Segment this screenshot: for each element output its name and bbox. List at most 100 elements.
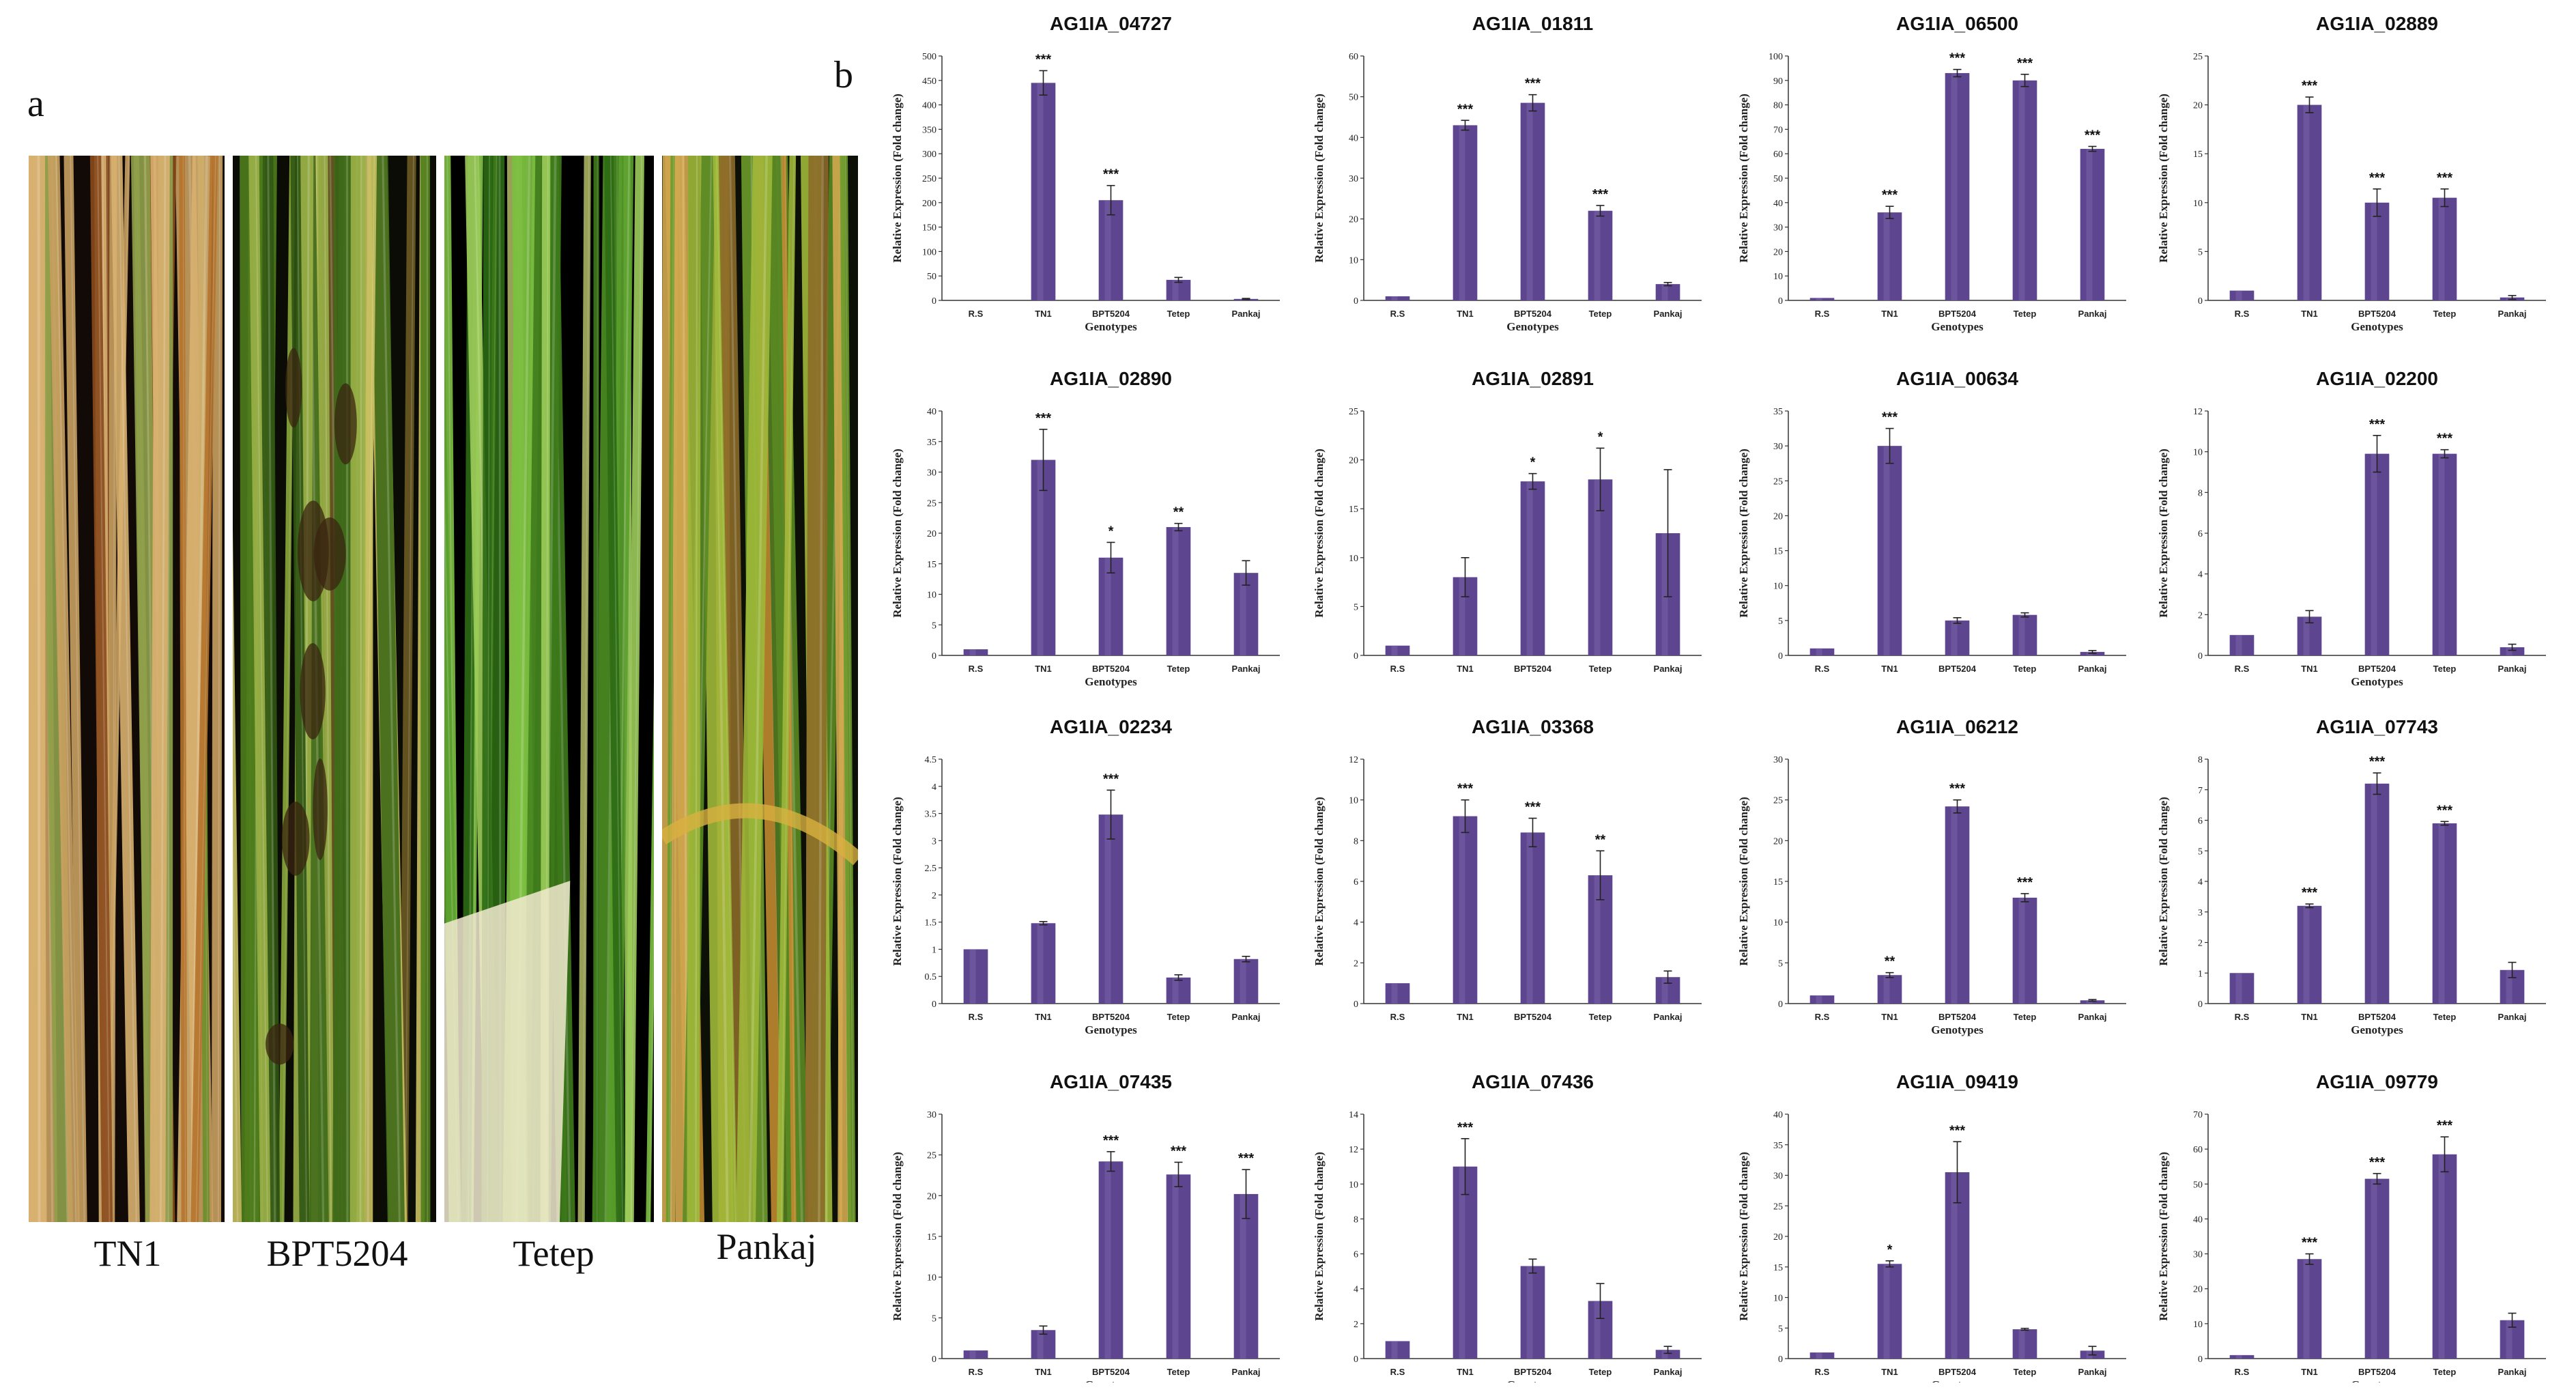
expression-charts-svg: AG1IA_04727 Relative Expression (Fold cha…: [891, 13, 2546, 1382]
y-tick-label: 30: [927, 1110, 936, 1120]
significance-marker: ***: [2302, 79, 2318, 94]
y-tick-label: 0: [1778, 296, 1783, 307]
y-tick-label: 20: [1349, 456, 1358, 466]
x-tick-label: Tetep: [1589, 309, 1612, 319]
y-tick-label: 0: [1354, 651, 1358, 662]
y-tick-label: 10: [1773, 918, 1783, 928]
significance-marker: ***: [2369, 417, 2386, 432]
bar: [1098, 1161, 1124, 1359]
x-tick-label: R.S: [969, 1367, 984, 1377]
bar-highlight: [2438, 823, 2445, 1004]
y-axis-label: Relative Expression (Fold change): [1737, 797, 1750, 966]
y-tick-label: 50: [1773, 174, 1783, 184]
bar: [2297, 905, 2322, 1004]
x-axis-label: Genotypes: [1085, 320, 1137, 333]
panel-a-letter: a: [27, 83, 44, 125]
bar-highlight: [1816, 995, 1822, 1004]
chart-title: AG1IA_02891: [1472, 368, 1594, 389]
y-tick-label: 8: [2198, 755, 2203, 765]
chart-ag1ia_09419: AG1IA_09419 Relative Expression (Fold cha…: [1737, 1071, 2126, 1382]
x-tick-label: BPT5204: [1514, 309, 1552, 319]
bar: [1877, 212, 1902, 300]
y-tick-label: 25: [1773, 796, 1783, 806]
significance-marker: ***: [1035, 52, 1052, 67]
significance-marker: ***: [1592, 187, 1609, 202]
y-tick-label: 30: [1773, 755, 1783, 765]
y-tick-label: 20: [2193, 1285, 2203, 1295]
y-tick-label: 50: [1349, 93, 1358, 103]
chart-ag1ia_07436: AG1IA_07436 Relative Expression (Fold cha…: [1313, 1071, 1702, 1382]
significance-marker: ***: [1949, 51, 1966, 66]
y-tick-label: 20: [1773, 511, 1783, 522]
bar: [963, 949, 988, 1004]
bar: [2432, 1154, 2457, 1359]
significance-marker: ***: [1525, 800, 1541, 815]
significance-marker: ***: [2085, 128, 2101, 143]
x-tick-label: R.S: [1390, 664, 1405, 674]
x-tick-label: TN1: [1035, 1012, 1052, 1022]
bar-highlight: [1526, 832, 1533, 1004]
y-axis-label: Relative Expression (Fold change): [1313, 797, 1326, 966]
y-tick-label: 12: [2193, 407, 2203, 417]
bar: [2229, 1354, 2255, 1359]
rice-photo-panel: [29, 156, 858, 1222]
bar-highlight: [1391, 645, 1398, 655]
bar: [1385, 296, 1410, 300]
x-axis-label: Genotypes: [1931, 1023, 1984, 1036]
photo-bpt5204: [233, 156, 436, 1222]
x-tick-label: Tetep: [1589, 1012, 1612, 1022]
x-tick-label: R.S: [1815, 1367, 1830, 1377]
y-tick-label: 400: [922, 101, 936, 111]
y-tick-label: 3: [932, 836, 936, 847]
bar: [1166, 527, 1191, 655]
bar: [1520, 1266, 1545, 1359]
y-tick-label: 0: [1778, 651, 1783, 662]
bar-highlight: [1459, 577, 1465, 655]
bar: [2080, 149, 2105, 300]
y-tick-label: 0: [2198, 296, 2203, 307]
x-tick-label: BPT5204: [2358, 664, 2396, 674]
significance-marker: ***: [2369, 754, 2386, 769]
significance-marker: ***: [1457, 102, 1474, 117]
bar-highlight: [1951, 806, 1958, 1004]
bar-highlight: [1172, 527, 1179, 655]
y-tick-label: 6: [1354, 877, 1358, 888]
y-tick-label: 4: [2198, 877, 2203, 888]
bar: [2297, 104, 2322, 300]
y-tick-label: 10: [1349, 255, 1358, 266]
bar-highlight: [1240, 573, 1246, 655]
x-tick-label: BPT5204: [1092, 1012, 1130, 1022]
bar-highlight: [1526, 102, 1533, 300]
significance-marker: ***: [2437, 171, 2453, 186]
x-tick-label: R.S: [2235, 1367, 2250, 1377]
chart-title: AG1IA_01811: [1472, 13, 1593, 34]
x-tick-label: TN1: [2301, 309, 2318, 319]
y-tick-label: 2: [2198, 939, 2203, 949]
y-tick-label: 100: [1769, 52, 1783, 62]
bar-highlight: [1104, 557, 1111, 655]
y-tick-label: 150: [922, 223, 936, 233]
y-tick-label: 350: [922, 125, 936, 135]
photo-tn1: [29, 156, 225, 1222]
x-tick-label: BPT5204: [1938, 1012, 1977, 1022]
bar: [1385, 983, 1410, 1004]
bar-highlight: [2235, 1354, 2242, 1359]
chart-ag1ia_02891: AG1IA_02891 Relative Expression (Fold cha…: [1313, 368, 1702, 674]
y-tick-label: 0: [1778, 1354, 1783, 1365]
bar: [1520, 102, 1545, 300]
x-tick-label: Pankaj: [2498, 309, 2527, 319]
chart-title: AG1IA_06212: [1896, 716, 2018, 737]
chart-title: AG1IA_00634: [1896, 368, 2018, 389]
bar-highlight: [969, 949, 976, 1004]
photo-label-tn1: TN1: [94, 1233, 162, 1274]
significance-marker: ***: [2369, 171, 2386, 186]
bar: [1233, 959, 1259, 1004]
y-tick-label: 2: [1354, 1320, 1358, 1330]
y-tick-label: 6: [1354, 1250, 1358, 1260]
y-tick-label: 4: [932, 782, 936, 793]
chart-title: AG1IA_06500: [1896, 13, 2018, 34]
bar-highlight: [2438, 197, 2445, 300]
bar: [1520, 481, 1545, 655]
y-tick-label: 250: [922, 174, 936, 184]
bar: [1166, 279, 1191, 300]
